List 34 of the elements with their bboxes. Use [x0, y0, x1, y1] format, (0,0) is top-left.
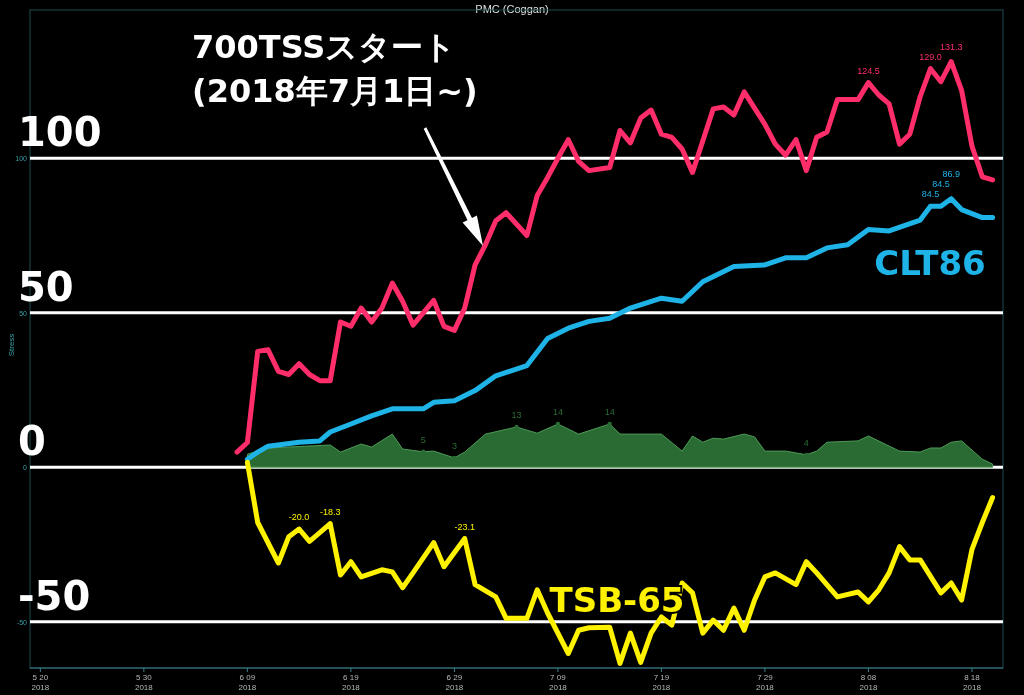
x-tick-label: 7 19 2018 — [652, 673, 671, 692]
x-tick-label: 6 29 2018 — [445, 673, 464, 692]
y-tick-label: 50 — [18, 263, 74, 310]
y-tick-label: -50 — [18, 572, 91, 619]
data-label: -18.3 — [319, 506, 341, 517]
x-tick-label: 5 20 2018 — [31, 673, 50, 692]
data-label: 14 — [604, 406, 615, 417]
y-tick-label: 100 — [18, 109, 102, 156]
data-label: 84.5 — [921, 189, 940, 200]
y-tick-label: 0 — [18, 418, 46, 465]
x-tick-label: 6 09 2018 — [238, 673, 257, 692]
chart-title: PMC (Coggan) — [475, 3, 549, 15]
y-axis-title: Stress — [7, 333, 16, 357]
data-label: 129.0 — [919, 51, 942, 62]
data-label: -20.0 — [288, 511, 310, 522]
annotation: 700TSSスタート (2018年7月1日~) — [192, 28, 483, 246]
data-label: 131.3 — [939, 41, 963, 52]
data-label: 14 — [552, 406, 563, 417]
x-tick-label: 8 18 2018 — [963, 673, 982, 692]
data-label: 84.5 — [932, 179, 950, 190]
x-tick-label: 8 08 2018 — [859, 673, 878, 692]
x-tick-label: 7 09 2018 — [549, 673, 568, 692]
x-tick-label: 7 29 2018 — [756, 673, 775, 692]
data-label: 13 — [511, 410, 522, 421]
data-label: 5 — [420, 434, 426, 445]
x-tick-label: 6 19 2018 — [341, 673, 361, 692]
data-label: 86.9 — [942, 169, 961, 180]
data-label: 124.5 — [857, 65, 880, 76]
data-label: 3 — [451, 440, 457, 451]
data-label: -23.1 — [454, 521, 475, 532]
series-label: CLT86 — [874, 243, 986, 283]
annotation: 700TSSスタート (2018年7月1日~) — [192, 28, 478, 110]
data-label: 4 — [803, 437, 809, 448]
x-tick-label: 5 30 2018 — [134, 673, 154, 692]
